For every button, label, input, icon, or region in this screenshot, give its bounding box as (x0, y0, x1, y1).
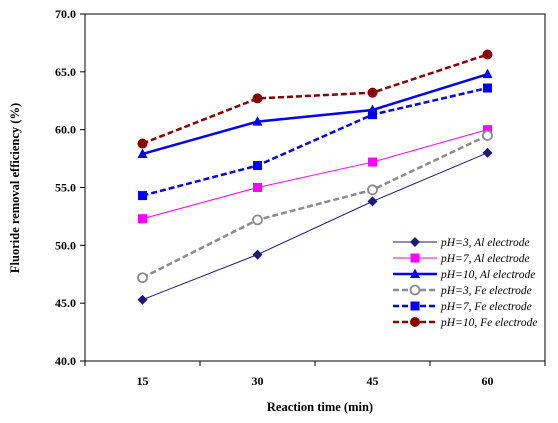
series-line (142, 53, 488, 145)
series-5 (138, 83, 492, 201)
data-point (368, 110, 377, 120)
legend-label: pH=10, Al electrode (440, 269, 535, 281)
y-tick-label: 55.0 (55, 181, 76, 195)
data-point (253, 183, 262, 192)
series-line (142, 86, 488, 197)
data-point (482, 130, 493, 141)
series-layer (137, 49, 493, 305)
legend-item: pH=3, Al electrode (393, 237, 530, 249)
y-tick-label: 45.0 (55, 296, 76, 310)
y-tick-label: 70.0 (55, 7, 76, 21)
legend-item: pH=7, Al electrode (393, 253, 530, 265)
data-point (483, 83, 492, 93)
x-tick-label: 45 (367, 374, 379, 388)
x-tick-label: 15 (137, 374, 149, 388)
series-6 (137, 49, 493, 149)
data-point (252, 214, 263, 226)
data-point (138, 214, 147, 224)
data-point (252, 116, 263, 126)
data-point (482, 49, 493, 60)
data-point (367, 196, 378, 207)
legend-item: pH=10, Al electrode (393, 268, 535, 281)
y-tick-label: 60.0 (55, 123, 76, 137)
legend-marker (410, 317, 420, 327)
y-tick-label: 65.0 (55, 65, 76, 79)
legend-marker (409, 284, 421, 296)
data-point (367, 87, 378, 98)
x-axis: 15 30 45 60 (84, 361, 546, 388)
y-axis-title: Fluoride removal efficiency (%) (8, 103, 22, 273)
x-tick-label: 30 (252, 374, 264, 388)
series-2 (138, 125, 492, 224)
legend-marker (410, 253, 420, 263)
data-point (367, 184, 378, 196)
data-point (137, 272, 148, 284)
x-axis-title: Reaction time (min) (267, 400, 373, 414)
legend-item: pH=3, Fe electrode (393, 284, 532, 297)
data-point (138, 191, 147, 201)
y-tick-label: 50.0 (55, 238, 76, 252)
data-point (252, 93, 263, 104)
data-point (253, 161, 262, 171)
legend-label: pH=3, Fe electrode (440, 285, 532, 297)
series-line (142, 129, 488, 220)
data-point (137, 138, 148, 149)
legend-label: pH=7, Fe electrode (440, 301, 532, 313)
data-point (482, 147, 493, 158)
series-4 (137, 130, 493, 284)
legend-label: pH=10, Fe electrode (440, 317, 537, 329)
y-tick-label: 40.0 (55, 354, 76, 368)
series-3 (137, 68, 493, 158)
series-line (142, 152, 488, 301)
legend-marker (410, 268, 420, 278)
series-1 (137, 147, 493, 305)
legend-marker (410, 237, 420, 247)
legend-item: pH=7, Fe electrode (393, 301, 532, 313)
data-point (252, 249, 263, 260)
series-line (141, 134, 489, 279)
legend: pH=3, Al electrode pH=7, Al electrode pH=1… (393, 237, 537, 329)
legend-item: pH=10, Fe electrode (393, 317, 537, 329)
y-axis: 40.0 45.0 50.0 55.0 60.0 65.0 70.0 (55, 7, 85, 368)
legend-label: pH=3, Al electrode (440, 237, 530, 249)
series-line (142, 72, 488, 156)
legend-label: pH=7, Al electrode (440, 253, 530, 265)
data-point (483, 125, 492, 135)
x-tick-label: 60 (482, 374, 494, 388)
data-point (482, 68, 493, 79)
legend-marker (410, 301, 420, 311)
data-point (137, 148, 148, 158)
data-point (368, 157, 377, 167)
data-point (137, 294, 148, 305)
